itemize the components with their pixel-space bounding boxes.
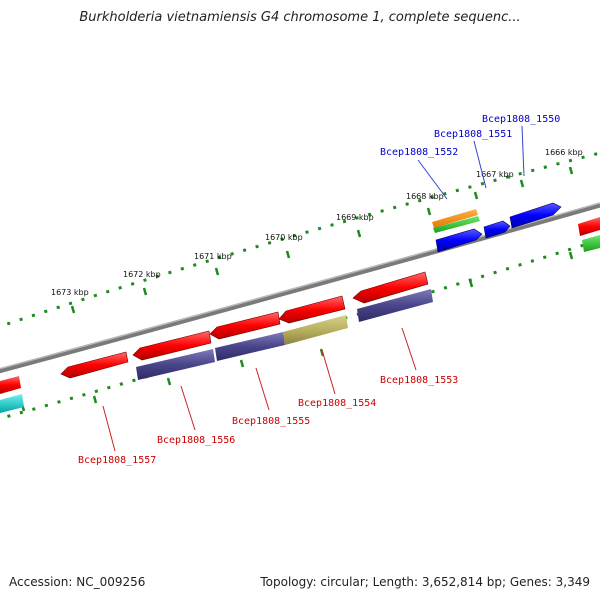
tick-label-1669: 1669 kbp [336,213,374,222]
gene-feature-bcep1808-1551[interactable] [483,220,511,239]
gene-label-bcep1808-1555[interactable]: Bcep1808_1555 [232,416,310,427]
tick-label-1673: 1673 kbp [51,288,89,297]
feature-purple-1[interactable] [136,349,215,380]
topology-summary: Topology: circular; Length: 3,652,814 bp… [260,575,590,589]
gene-label-bcep1808-1554[interactable]: Bcep1808_1554 [298,398,376,409]
feature-red-left-edge[interactable] [0,376,21,394]
feature-green[interactable] [433,216,480,233]
gene-label-bcep1808-1552[interactable]: Bcep1808_1552 [380,147,458,158]
gene-feature-bcep1808-1552[interactable] [435,228,483,253]
tick-label-1667: 1667 kbp [476,170,514,179]
gene-feature-bcep1808-1550[interactable] [509,202,562,229]
gene-label-bcep1808-1557[interactable]: Bcep1808_1557 [78,455,156,466]
feature-purple-2[interactable] [215,332,285,361]
feature-khaki[interactable] [283,315,348,345]
tick-label-1670: 1670 kbp [265,233,303,242]
backbone-highlight [0,202,600,370]
tick-label-1671: 1671 kbp [194,252,232,261]
tick-label-1672: 1672 kbp [123,270,161,279]
feature-green-right-edge[interactable] [582,235,600,252]
chromosome-backbone [0,202,600,374]
feature-cyan-left-edge[interactable] [0,394,24,413]
gene-label-bcep1808-1550[interactable]: Bcep1808_1550 [482,114,560,125]
gene-feature-bcep1808-1556[interactable] [132,330,212,361]
reverse-leader-lines [102,327,417,452]
feature-red-right-edge[interactable] [578,217,600,236]
gene-feature-bcep1808-1554[interactable] [278,295,346,324]
gene-feature-bcep1808-1555[interactable] [209,311,281,340]
gene-feature-bcep1808-1553[interactable] [352,271,429,304]
outer-major-ticks [70,166,574,314]
feature-orange[interactable] [432,209,478,228]
gene-label-bcep1808-1556[interactable]: Bcep1808_1556 [157,435,235,446]
gene-feature-bcep1808-1557[interactable] [60,351,129,379]
feature-purple-3[interactable] [357,289,433,322]
accession-text: Accession: NC_009256 [9,575,146,589]
gene-label-bcep1808-1553[interactable]: Bcep1808_1553 [380,375,458,386]
tick-label-1666: 1666 kbp [545,148,583,157]
tick-label-1668: 1668 kbp [406,192,444,201]
map-title: Burkholderia vietnamiensis G4 chromosome… [79,10,521,25]
gene-label-bcep1808-1551[interactable]: Bcep1808_1551 [434,129,512,140]
outer-tick-ring [0,151,600,328]
forward-leader-lines [417,125,525,200]
